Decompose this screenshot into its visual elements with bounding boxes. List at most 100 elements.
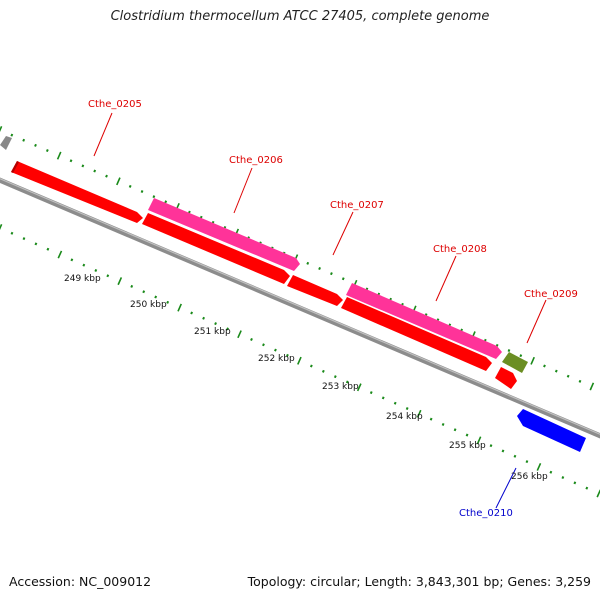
inner-tick <box>441 422 445 426</box>
inner-tick <box>416 409 422 418</box>
outer-tick <box>164 200 168 204</box>
inner-tick <box>356 383 362 392</box>
gene-arrow-cthe-0208-lower <box>341 297 492 371</box>
inner-tick <box>369 391 373 395</box>
inner-tick <box>405 407 409 411</box>
gene-label-cthe-0206: Cthe_0206 <box>229 155 283 166</box>
inner-tick <box>345 380 349 384</box>
gene-arrow-cthe-0208 <box>346 283 502 359</box>
inner-tick <box>297 356 302 365</box>
callout-line-cthe-0207 <box>332 211 354 256</box>
inner-tick <box>0 224 3 230</box>
inner-tick <box>549 470 553 474</box>
inner-tick <box>573 481 577 485</box>
outer-tick <box>306 261 310 265</box>
inner-tick <box>34 242 38 246</box>
inner-tick <box>82 263 86 267</box>
inner-tick <box>142 290 146 294</box>
outer-tick <box>519 354 523 358</box>
inner-tick <box>250 337 253 341</box>
gene-label-cthe-0209: Cthe_0209 <box>524 289 578 300</box>
outer-tick <box>34 143 37 147</box>
inner-tick <box>10 231 14 235</box>
inner-tick <box>286 353 289 357</box>
scale-label-254: 254 kbp <box>386 412 423 422</box>
callout-line-cthe-0206 <box>233 167 253 214</box>
gene-arrow-cthe-0206-lower <box>142 213 290 284</box>
outer-tick <box>81 164 85 168</box>
partial-feature-left <box>0 136 12 150</box>
inner-tick <box>476 436 482 445</box>
inner-tick <box>214 322 217 326</box>
outer-tick <box>530 356 535 365</box>
outer-tick <box>187 210 191 214</box>
inner-tick <box>46 247 50 251</box>
inner-tick <box>190 311 194 315</box>
scale-label-255: 255 kbp <box>449 441 486 451</box>
outer-tick <box>566 374 570 378</box>
inner-tick <box>453 428 457 432</box>
gene-arrow-cthe-0205-shade <box>11 161 19 173</box>
outer-tick <box>554 369 558 373</box>
gene-arrow-cthe-0209 <box>502 352 528 373</box>
outer-tick <box>543 364 546 368</box>
inner-tick <box>117 277 123 286</box>
outer-tick <box>578 379 582 383</box>
inner-tick <box>525 460 529 464</box>
outer-tick <box>330 272 333 276</box>
outer-tick <box>10 133 14 137</box>
inner-tick <box>513 454 517 458</box>
backbone-line <box>0 177 600 439</box>
accession-text: Accession: NC_009012 <box>9 574 152 589</box>
inner-tick <box>177 303 182 312</box>
inner-tick-ring <box>0 224 600 498</box>
inner-tick <box>585 486 589 490</box>
inner-tick <box>309 364 313 368</box>
outer-tick <box>45 149 49 153</box>
scale-label-253: 253 kbp <box>322 382 359 392</box>
inner-tick <box>22 237 26 241</box>
scale-label-256: 256 kbp <box>511 472 548 482</box>
gene-arrow-small-red <box>495 367 517 389</box>
inner-tick <box>106 274 110 278</box>
inner-tick <box>154 295 158 299</box>
backbone-highlight <box>0 178 600 435</box>
inner-tick <box>536 462 542 471</box>
inner-tick <box>321 369 325 373</box>
gene-arrow-cthe-0207 <box>287 275 343 306</box>
outer-tick <box>152 195 156 199</box>
gene-label-cthe-0210: Cthe_0210 <box>459 508 513 519</box>
outer-tick <box>128 184 132 188</box>
inner-tick <box>561 476 565 480</box>
outer-tick <box>341 277 345 281</box>
scale-label-251: 251 kbp <box>194 327 231 337</box>
inner-tick <box>226 327 229 331</box>
scale-label-252: 252 kbp <box>258 354 295 364</box>
outer-tick <box>105 174 108 178</box>
outer-tick <box>116 177 121 186</box>
callout-line-cthe-0205 <box>93 112 113 157</box>
inner-tick <box>393 401 397 405</box>
inner-tick <box>130 284 134 288</box>
inner-tick <box>94 268 98 272</box>
genome-summary-text: Topology: circular; Length: 3,843,301 bp… <box>247 574 591 589</box>
gene-label-cthe-0208: Cthe_0208 <box>433 244 487 255</box>
outer-tick <box>56 151 62 160</box>
scale-label-249: 249 kbp <box>64 274 101 284</box>
map-title: Clostridium thermocellum ATCC 27405, com… <box>110 9 490 24</box>
inner-tick <box>57 250 63 259</box>
inner-tick <box>489 444 493 448</box>
outer-tick <box>507 349 511 353</box>
inner-tick <box>202 316 205 320</box>
inner-tick <box>70 258 74 262</box>
callout-line-cthe-0210 <box>495 467 517 509</box>
gene-arrow-cthe-0210 <box>517 409 586 452</box>
inner-tick <box>465 433 469 437</box>
outer-tick <box>93 169 97 173</box>
outer-tick <box>22 138 26 142</box>
outer-tick-ring <box>0 126 595 391</box>
inner-tick <box>429 417 433 421</box>
outer-tick <box>0 126 3 133</box>
callout-line-cthe-0209 <box>526 299 547 344</box>
